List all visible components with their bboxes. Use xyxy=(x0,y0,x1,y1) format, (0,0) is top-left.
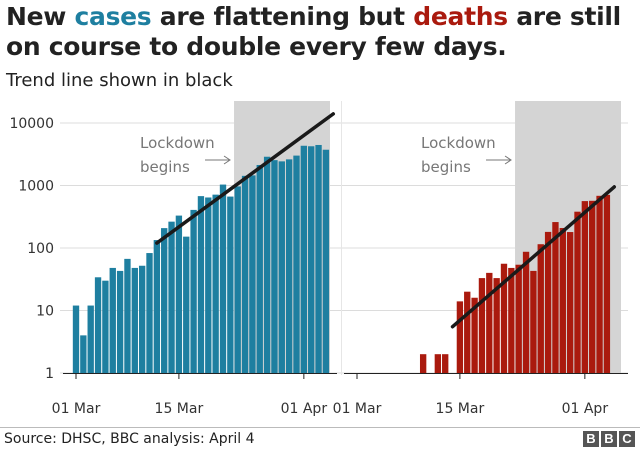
bar xyxy=(308,146,315,373)
bar xyxy=(315,144,322,373)
bar xyxy=(530,270,537,373)
bar xyxy=(131,267,138,373)
bar xyxy=(205,197,212,373)
y-tick-label: 1 xyxy=(45,366,54,382)
y-tick-label: 1000 xyxy=(18,179,54,195)
bar xyxy=(471,297,478,373)
bar xyxy=(478,278,486,373)
bar xyxy=(197,196,205,373)
bar xyxy=(508,267,515,373)
bar xyxy=(493,278,500,373)
x-tick-label: 15 Mar xyxy=(436,401,485,417)
title-highlight-deaths: deaths xyxy=(413,2,508,31)
title-highlight-cases: cases xyxy=(74,2,152,31)
bar xyxy=(175,215,183,373)
bar xyxy=(124,258,131,373)
bar xyxy=(190,209,197,373)
bar xyxy=(161,228,168,373)
bar xyxy=(552,222,559,373)
bar xyxy=(589,200,596,373)
trend-line xyxy=(155,112,335,245)
bar xyxy=(227,196,234,373)
bar xyxy=(102,280,109,373)
bar xyxy=(72,305,80,373)
bar xyxy=(271,160,278,373)
bar xyxy=(419,354,427,373)
chart-subtitle: Trend line shown in black xyxy=(6,70,233,91)
bbc-logo: B B C xyxy=(583,431,635,447)
bbc-logo-letter: B xyxy=(583,431,599,447)
y-tick-label: 100 xyxy=(27,241,54,257)
bar xyxy=(219,184,227,373)
bar xyxy=(256,164,263,373)
x-tick-label: 01 Mar xyxy=(52,401,101,417)
bar xyxy=(94,277,102,373)
bar xyxy=(515,264,522,373)
bar xyxy=(522,251,530,373)
chart-title: New cases are flattening but deaths are … xyxy=(6,2,636,62)
bar xyxy=(322,149,330,373)
bar xyxy=(278,161,285,373)
title-text-3: are still on course to double every few … xyxy=(6,2,621,61)
bar xyxy=(285,159,293,373)
bar xyxy=(544,231,552,373)
trend-line xyxy=(450,185,616,329)
annotation-text: begins xyxy=(421,158,471,176)
bar xyxy=(116,270,124,373)
bar xyxy=(486,272,493,373)
bar xyxy=(241,175,249,373)
bar xyxy=(434,354,442,373)
x-tick-label: 01 Mar xyxy=(333,401,382,417)
bar xyxy=(603,194,611,373)
bar xyxy=(456,301,464,373)
bar xyxy=(263,156,271,373)
bar xyxy=(293,155,300,373)
bar xyxy=(537,244,544,373)
bar xyxy=(153,240,161,373)
bar xyxy=(442,354,449,373)
source-note: Source: DHSC, BBC analysis: April 4 xyxy=(4,431,255,447)
bar xyxy=(212,194,219,373)
bar xyxy=(559,227,566,373)
bar xyxy=(109,267,116,373)
annotation-arrowhead xyxy=(223,155,231,165)
bar xyxy=(581,201,589,373)
bar xyxy=(464,291,471,373)
bar xyxy=(87,305,94,373)
bar xyxy=(300,145,308,373)
y-tick-label: 10 xyxy=(36,304,54,320)
bar xyxy=(80,335,87,373)
bar xyxy=(138,265,146,373)
annotation-text: begins xyxy=(140,158,190,176)
annotation-text: Lockdown xyxy=(140,134,215,152)
annotation-text: Lockdown xyxy=(421,134,496,152)
chart-canvas: 1 10 100 1000 10000 01 Mar 15 Mar 01 Apr Lockdow… xyxy=(9,101,628,417)
title-text-1: New xyxy=(6,2,75,31)
bar xyxy=(500,263,508,373)
bar xyxy=(574,211,581,373)
bar xyxy=(168,221,175,373)
bar xyxy=(234,186,241,373)
bar xyxy=(566,232,574,373)
y-tick-label: 10000 xyxy=(9,116,54,132)
bar xyxy=(183,236,190,373)
x-tick-label: 15 Mar xyxy=(155,401,204,417)
bbc-logo-letter: B xyxy=(601,431,617,447)
footer-divider xyxy=(0,427,640,428)
bar xyxy=(249,175,256,373)
bar xyxy=(596,195,603,373)
x-tick-label: 01 Apr xyxy=(562,401,609,417)
x-tick-label: 01 Apr xyxy=(281,401,328,417)
annotation-arrowhead xyxy=(504,155,512,165)
bar xyxy=(146,253,153,373)
bbc-logo-letter: C xyxy=(619,431,635,447)
title-text-2: are flattening but xyxy=(151,2,414,31)
